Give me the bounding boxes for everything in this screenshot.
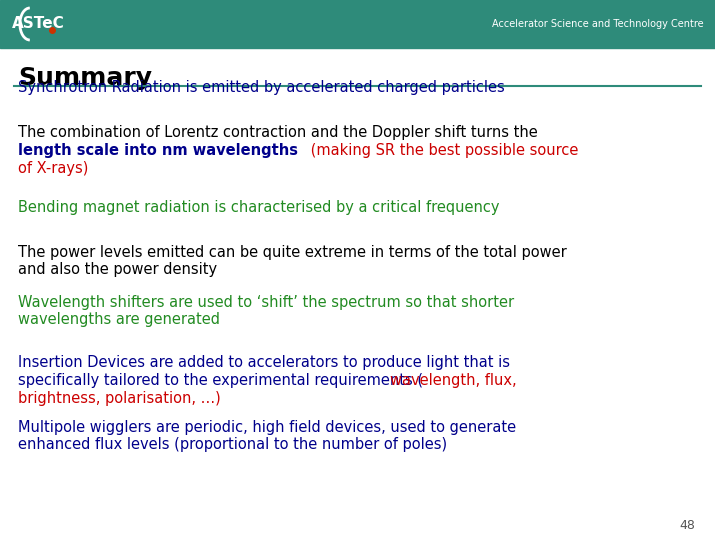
Text: The combination of Lorentz contraction and the Doppler shift turns the: The combination of Lorentz contraction a… xyxy=(18,125,542,140)
Text: length scale into nm wavelengths: length scale into nm wavelengths xyxy=(18,143,298,158)
Text: specifically tailored to the experimental requirements (: specifically tailored to the experimenta… xyxy=(18,373,423,388)
Text: Bending magnet radiation is characterised by a critical frequency: Bending magnet radiation is characterise… xyxy=(18,200,500,215)
Bar xyxy=(0,0,715,48)
Text: of X-rays): of X-rays) xyxy=(18,161,89,176)
Text: Summary: Summary xyxy=(18,66,152,90)
Text: Wavelength shifters are used to ‘shift’ the spectrum so that shorter
wavelengths: Wavelength shifters are used to ‘shift’ … xyxy=(18,295,514,327)
Text: Insertion Devices are added to accelerators to produce light that is: Insertion Devices are added to accelerat… xyxy=(18,355,510,370)
Text: The power levels emitted can be quite extreme in terms of the total power
and al: The power levels emitted can be quite ex… xyxy=(18,245,567,278)
Text: wavelength, flux,: wavelength, flux, xyxy=(390,373,517,388)
Text: (making SR the best possible source: (making SR the best possible source xyxy=(306,143,578,158)
Text: ASTeC: ASTeC xyxy=(12,17,65,31)
Text: Multipole wigglers are periodic, high field devices, used to generate
enhanced f: Multipole wigglers are periodic, high fi… xyxy=(18,420,516,453)
Text: 48: 48 xyxy=(680,519,696,532)
Text: brightness, polarisation, …): brightness, polarisation, …) xyxy=(18,391,220,406)
Text: Accelerator Science and Technology Centre: Accelerator Science and Technology Centr… xyxy=(492,19,703,29)
Text: Synchrotron Radiation is emitted by accelerated charged particles: Synchrotron Radiation is emitted by acce… xyxy=(18,80,505,95)
